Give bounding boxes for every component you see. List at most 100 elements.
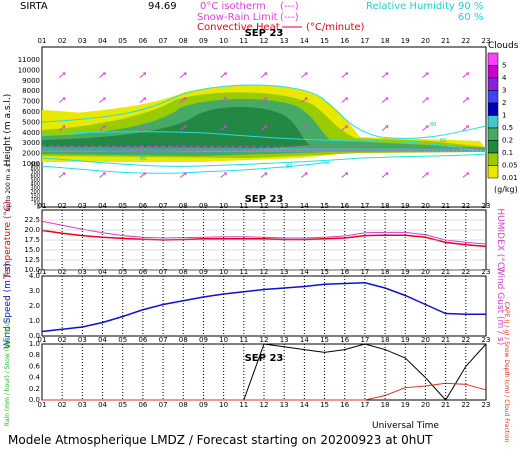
hour-tick-label: 21: [441, 37, 450, 45]
hour-tick-label: 20: [421, 268, 430, 276]
colorbar-level: 3: [502, 87, 506, 95]
hour-tick-label: 10: [219, 336, 228, 344]
wind-arrow-head: [102, 125, 106, 129]
hour-tick-label: 19: [401, 202, 410, 210]
hour-tick-label: 07: [159, 401, 168, 409]
hour-tick-label: 04: [98, 202, 107, 210]
hour-tick-label: 15: [320, 37, 329, 45]
wind-arrow-head: [425, 125, 429, 129]
hour-tick-label: 17: [360, 37, 369, 45]
wind-speed-line: [41, 281, 486, 333]
hour-tick-label: 03: [78, 202, 87, 210]
colorbar-level: 0.1: [502, 149, 513, 157]
universal-time-label: Universal Time: [372, 421, 439, 431]
hour-tick-label: 22: [461, 401, 470, 409]
wind-arrow-head: [102, 172, 106, 176]
hour-tick-label: 07: [159, 268, 168, 276]
rh-contour-label: 80: [286, 164, 292, 170]
y-tick-label: 0.8: [29, 351, 40, 359]
rh-contour-label: 80: [440, 145, 446, 151]
cloud-core: [42, 107, 310, 152]
wind-arrow-head: [62, 97, 66, 101]
clouds-y-tick: 200: [30, 189, 40, 195]
colorbar-level: 5: [502, 62, 506, 70]
wind-arrow-head: [425, 97, 429, 101]
hour-tick-label: 17: [360, 268, 369, 276]
hour-tick-label: 14: [300, 401, 309, 409]
hour-tick-label: 04: [98, 401, 107, 409]
colorbar-level: 0.2: [502, 137, 513, 145]
y-tick-label: 0.4: [29, 374, 41, 382]
clouds-y-tick: 600: [30, 174, 40, 180]
hour-tick-label: 13: [280, 401, 289, 409]
colorbar-level: 0.01: [502, 174, 518, 182]
cape-line: [42, 382, 487, 401]
hour-tick-label: 11: [239, 336, 248, 344]
hour-tick-label: 02: [58, 37, 67, 45]
hour-tick-label: 08: [179, 268, 188, 276]
hour-tick-label: 20: [421, 202, 430, 210]
hour-tick-label: 09: [199, 37, 208, 45]
hour-tick-label: 18: [381, 202, 390, 210]
wind-arrow-head: [142, 97, 146, 101]
hour-tick-label: 05: [118, 37, 127, 45]
legend-rh: Relative Humidity: [366, 1, 455, 12]
hour-tick-label: 16: [340, 268, 349, 276]
rh-contour-1: [42, 84, 486, 140]
hour-tick-label: 09: [199, 268, 208, 276]
colorbar-unit: (g/kg): [494, 185, 518, 194]
clouds-y-tick: 10000: [18, 66, 40, 74]
hour-tick-label: 05: [118, 401, 127, 409]
hour-tick-label: 14: [300, 202, 309, 210]
y-tick-label: 4.0: [29, 272, 40, 280]
colorbar-swatch: [487, 77, 499, 91]
y-tick-label: 12.5: [24, 256, 40, 264]
wind-arrow-head: [62, 125, 66, 129]
hour-tick-label: 13: [280, 336, 289, 344]
wind-arrow-head: [344, 125, 348, 129]
hour-tick-label: 19: [401, 336, 410, 344]
legend-convective: Convective Heat.: [197, 22, 283, 33]
colorbar-title: Clouds: [488, 41, 519, 51]
hour-tick-label: 08: [179, 336, 188, 344]
y-tick-label: 22.5: [24, 216, 40, 224]
hour-tick-label: 22: [461, 202, 470, 210]
y-tick-label: 17.5: [24, 236, 40, 244]
wind-arrow-head: [385, 172, 389, 176]
clouds-y-tick: 5000: [22, 118, 40, 126]
wind-arrow-head: [62, 72, 66, 76]
rh-contour-label: 60: [140, 156, 146, 162]
clouds-y-tick: 800: [30, 166, 40, 172]
hour-tick-label: 21: [441, 202, 450, 210]
legend-isotherm: 0°C isotherm: [200, 1, 266, 12]
hour-tick-label: 23: [482, 202, 491, 210]
hour-tick-label: 10: [219, 268, 228, 276]
hour-tick-label: 20: [421, 37, 430, 45]
hour-tick-label: 14: [300, 268, 309, 276]
legend-rh-90: 90 %: [458, 1, 483, 12]
wind-arrow-head: [465, 125, 469, 129]
wind-ylabel: Wind Speed (m / s): [3, 263, 13, 349]
rh-contour-3: [42, 153, 486, 167]
station-name: SIRTA: [20, 1, 48, 12]
wind-arrow-head: [142, 172, 146, 176]
clouds-y-tick: 9000: [22, 77, 40, 85]
hour-tick-label: 03: [78, 268, 87, 276]
date-label-temp: SEP 23: [245, 194, 284, 205]
wind-arrow-head: [102, 97, 106, 101]
hour-tick-label: 04: [98, 336, 107, 344]
hour-tick-label: 17: [360, 401, 369, 409]
y-tick-label: 3.0: [29, 287, 40, 295]
hour-axes: 01 02 03 04 05 06 07 08 09 10 11 12 13 14 15 16 17 18 19 20…: [38, 37, 491, 409]
hour-tick-label: 23: [482, 401, 491, 409]
clouds-y-tick: 400: [30, 182, 40, 188]
wind-arrow-head: [183, 97, 187, 101]
hour-tick-label: 14: [300, 37, 309, 45]
colorbar-level: 4: [502, 74, 507, 82]
clouds-y-tick: 1000: [22, 160, 40, 168]
legend-convective-unit: (°C/minute): [306, 22, 365, 33]
wind-arrow-head: [425, 172, 429, 176]
cape-ylabel: CAPE (J / g) / Snow Depth (cm) / Cloud F…: [503, 302, 510, 443]
wind-arrow-head: [344, 72, 348, 76]
colorbar-swatch: [487, 115, 499, 129]
